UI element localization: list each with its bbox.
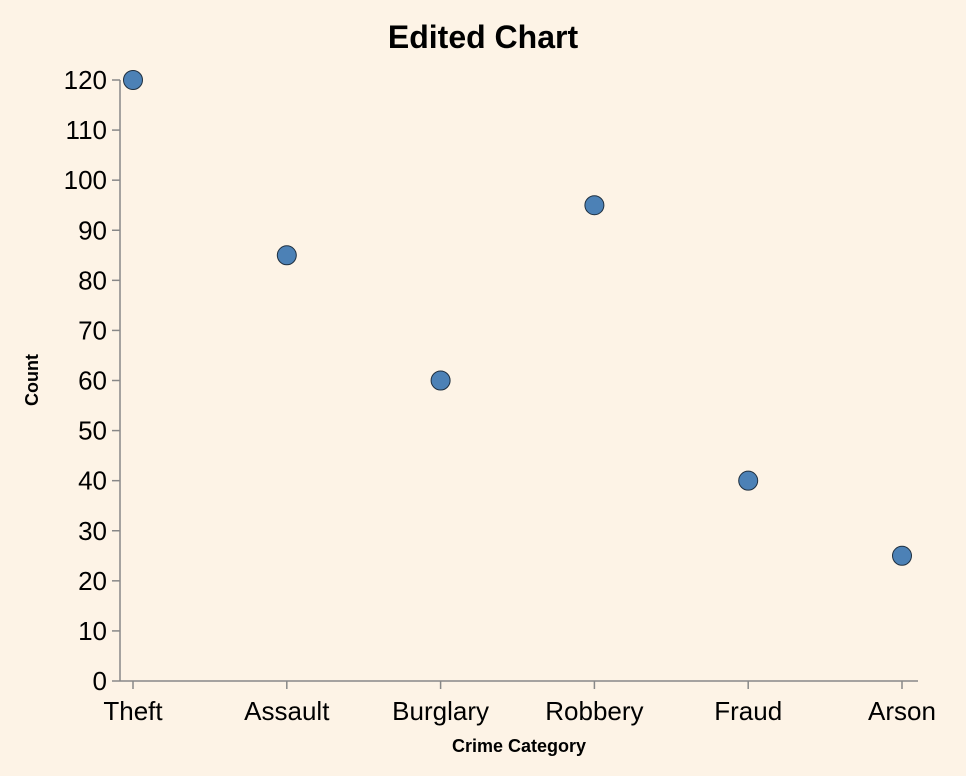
chart-title: Edited Chart (388, 19, 579, 55)
y-tick-label: 0 (93, 666, 107, 696)
y-tick-label: 80 (78, 265, 107, 295)
y-tick-label: 30 (78, 516, 107, 546)
x-tick-label: Theft (103, 696, 163, 726)
y-tick-label: 50 (78, 416, 107, 446)
y-tick-label: 40 (78, 466, 107, 496)
x-tick-label: Burglary (392, 696, 489, 726)
data-point[interactable] (584, 195, 605, 216)
x-tick-label: Arson (868, 696, 936, 726)
y-axis-title: Count (22, 354, 42, 406)
data-point[interactable] (276, 245, 297, 266)
y-tick-label: 20 (78, 566, 107, 596)
data-point[interactable] (892, 545, 912, 566)
x-axis: Theft Assault Burglary Robbery Fraud Arson (103, 680, 936, 726)
y-tick-label: 90 (78, 215, 107, 245)
y-tick-label: 70 (78, 315, 107, 345)
data-point[interactable] (430, 370, 451, 391)
y-tick-label: 60 (78, 366, 107, 396)
x-tick-label: Robbery (545, 696, 643, 726)
y-tick-label: 10 (78, 616, 107, 646)
data-point[interactable] (123, 70, 143, 90)
y-tick-label: 110 (66, 115, 107, 145)
x-tick-label: Fraud (714, 696, 782, 726)
data-point[interactable] (738, 470, 759, 491)
points-layer (123, 70, 912, 566)
x-axis-title: Crime Category (452, 736, 586, 756)
x-tick-label: Assault (244, 696, 330, 726)
y-axis: 0 10 20 30 40 50 60 70 80 90 100 110 120 (64, 65, 121, 696)
y-tick-label: 120 (64, 65, 107, 95)
y-tick-label: 100 (64, 165, 107, 195)
